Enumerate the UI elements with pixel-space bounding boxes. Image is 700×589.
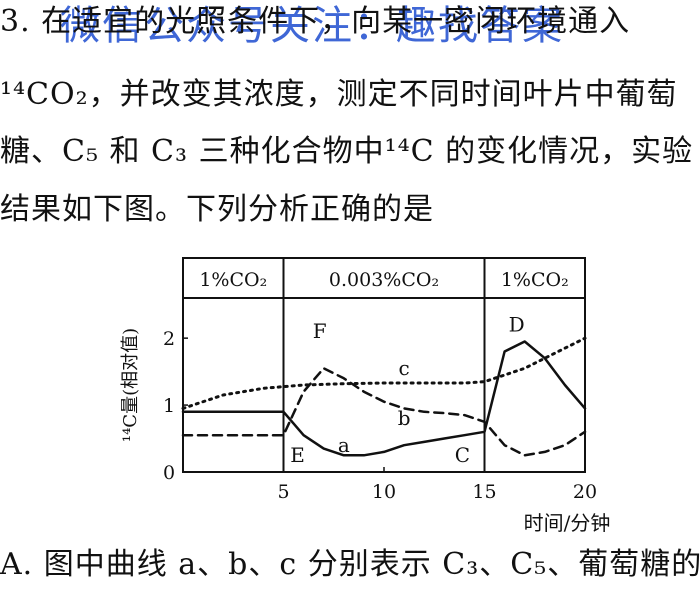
- question-line-4: 结果如下图。下列分析正确的是: [0, 192, 434, 227]
- x-tick-label-10: 10: [372, 481, 396, 503]
- x-tick-label-5: 5: [277, 481, 289, 503]
- phase-label-3: 1%CO₂: [501, 269, 569, 291]
- point-label-b: b: [398, 406, 411, 430]
- phase-label-2: 0.003%CO₂: [329, 269, 439, 291]
- question-line-2: ¹⁴CO₂，并改变其浓度，测定不同时间叶片中葡萄: [0, 77, 678, 112]
- series-line-a: [181, 340, 587, 457]
- question-line-3: 糖、C₅ 和 C₃ 三种化合物中¹⁴C 的变化情况，实验: [0, 134, 694, 169]
- question-line-1: 3. 在适宜的光照条件下，向某一密闭环境通入: [0, 4, 631, 39]
- y-tick-label-2: 2: [163, 328, 175, 350]
- point-label-D: D: [509, 312, 525, 336]
- series-line-c: [181, 336, 587, 410]
- x-tick-label-20: 20: [573, 481, 597, 503]
- x-tick-label-15: 15: [472, 481, 496, 503]
- point-label-a: a: [338, 433, 350, 457]
- point-label-c: c: [398, 356, 409, 380]
- series-line-b: [181, 367, 587, 457]
- y-tick-label-1: 1: [163, 395, 175, 417]
- y-axis-label: ¹⁴C量(相对值): [120, 328, 141, 442]
- option-a: A. 图中曲线 a、b、c 分别表示 C₃、C₅、葡萄糖的含: [0, 547, 700, 582]
- co2-figure: 1%CO₂ 0.003%CO₂ 1%CO₂ 5 10 15 20 0 1 2 时间/分钟 ¹⁴C量(相…: [120, 257, 611, 535]
- y-tick-label-0: 0: [163, 462, 175, 484]
- phase-label-1: 1%CO₂: [199, 269, 267, 291]
- watermark-text: 微信公众号关注：趣找答案: [60, 3, 564, 49]
- point-label-E: E: [290, 443, 305, 467]
- x-axis-label: 时间/分钟: [524, 511, 611, 535]
- point-label-C: C: [455, 443, 470, 467]
- point-label-F: F: [313, 319, 327, 343]
